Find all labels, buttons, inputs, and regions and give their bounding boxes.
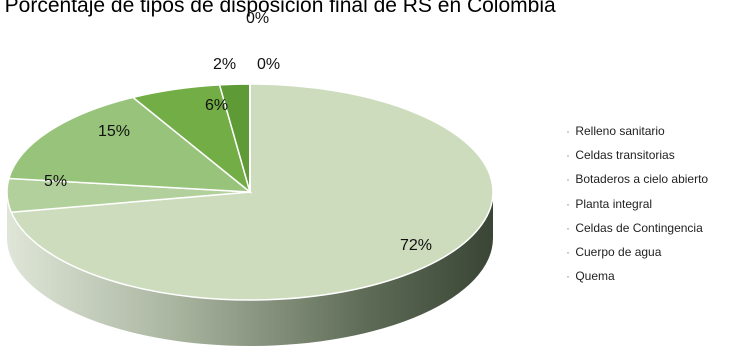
data-label-3: 6% (205, 97, 228, 114)
data-label-2: 15% (98, 123, 130, 140)
chart-title: …. Porcentaje de tipos de disposición fi… (0, 0, 556, 17)
legend-label: Relleno sanitario (572, 124, 665, 138)
legend-label: Quema (572, 269, 615, 284)
legend-label: Celdas de Contingencia (572, 220, 703, 235)
legend-marker: · (566, 124, 570, 138)
pie-side-3d (7, 192, 493, 346)
legend-item: · Celdas de Contingencia (566, 216, 708, 240)
legend-label: Planta integral (572, 196, 653, 211)
legend-item: · Cuerpo de agua (566, 240, 708, 264)
legend-marker: · (566, 269, 570, 284)
legend-label: Celdas transitorias (572, 148, 675, 163)
legend-marker: · (566, 196, 570, 211)
pie-slice-2 (7, 96, 253, 193)
legend-marker: · (566, 220, 570, 235)
data-label-6: 0% (257, 56, 280, 73)
legend-marker: · (566, 172, 570, 187)
legend: · Relleno sanitario · Celdas transitorias… (566, 119, 708, 288)
data-label-5: 0% (246, 10, 269, 27)
data-label-4: 2% (213, 56, 236, 73)
legend-item: · Botaderos a cielo abierto (566, 167, 708, 191)
legend-label: Cuerpo de agua (572, 244, 662, 259)
legend-item: · Quema (566, 264, 708, 288)
data-label-0: 72% (400, 237, 432, 254)
legend-marker: · (566, 244, 570, 259)
data-label-1: 5% (44, 173, 67, 190)
legend-item: · Celdas transitorias (566, 143, 708, 167)
legend-item: · Planta integral (566, 192, 708, 216)
legend-marker: · (566, 148, 570, 163)
legend-item: · Relleno sanitario (566, 119, 708, 143)
pie-slice-0 (10, 83, 494, 301)
legend-label: Botaderos a cielo abierto (572, 172, 709, 187)
